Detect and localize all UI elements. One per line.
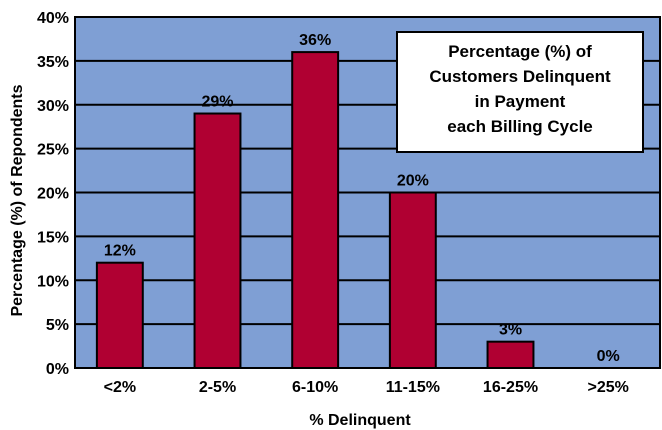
y-tick-label: 35% [37, 54, 69, 71]
bar [486, 340, 535, 369]
y-tick-label: 40% [37, 10, 69, 27]
chart-title-line-4: each Billing Cycle [447, 117, 593, 136]
data-labels: 12% 29% 36% 20% 3% 0% [104, 32, 620, 365]
data-label: 29% [201, 94, 233, 111]
data-label: 3% [499, 322, 522, 339]
chart-title-line-3: in Payment [475, 92, 566, 111]
data-label: 0% [597, 348, 620, 365]
y-tick-label: 25% [37, 142, 69, 159]
chart-title-box: Percentage (%) of Customers Delinquent i… [396, 31, 644, 153]
y-tick-label: 0% [46, 361, 69, 378]
data-label: 12% [104, 243, 136, 260]
x-tick-label: 16-25% [483, 379, 538, 396]
x-tick-label: 6-10% [292, 379, 338, 396]
y-tick-label: 15% [37, 229, 69, 246]
x-axis-ticks: <2% 2-5% 6-10% 11-15% 16-25% >25% [104, 379, 629, 396]
x-tick-label: 2-5% [199, 379, 236, 396]
bar [388, 191, 437, 369]
plot-frame [74, 16, 661, 369]
bar [291, 51, 340, 369]
chart-title-line-1: Percentage (%) of [448, 42, 592, 61]
y-tick-label: 30% [37, 98, 69, 115]
y-axis-title: Percentage (%) of Repondents [9, 84, 26, 316]
data-label: 36% [299, 32, 331, 49]
x-tick-label: >25% [587, 379, 628, 396]
y-tick-label: 5% [46, 317, 69, 334]
x-tick-label: <2% [104, 379, 136, 396]
y-tick-label: 10% [37, 273, 69, 290]
y-tick-label: 20% [37, 186, 69, 203]
chart-title-line-2: Customers Delinquent [429, 67, 611, 86]
data-label: 20% [397, 173, 429, 190]
chart-title-box-frame [396, 31, 644, 153]
bar [193, 112, 242, 370]
x-tick-label: 11-15% [386, 379, 440, 396]
bar [95, 261, 144, 370]
x-axis-title: % Delinquent [309, 412, 411, 429]
y-axis-ticks: 0% 5% 10% 15% 20% 25% 30% 35% 40% [37, 10, 69, 378]
